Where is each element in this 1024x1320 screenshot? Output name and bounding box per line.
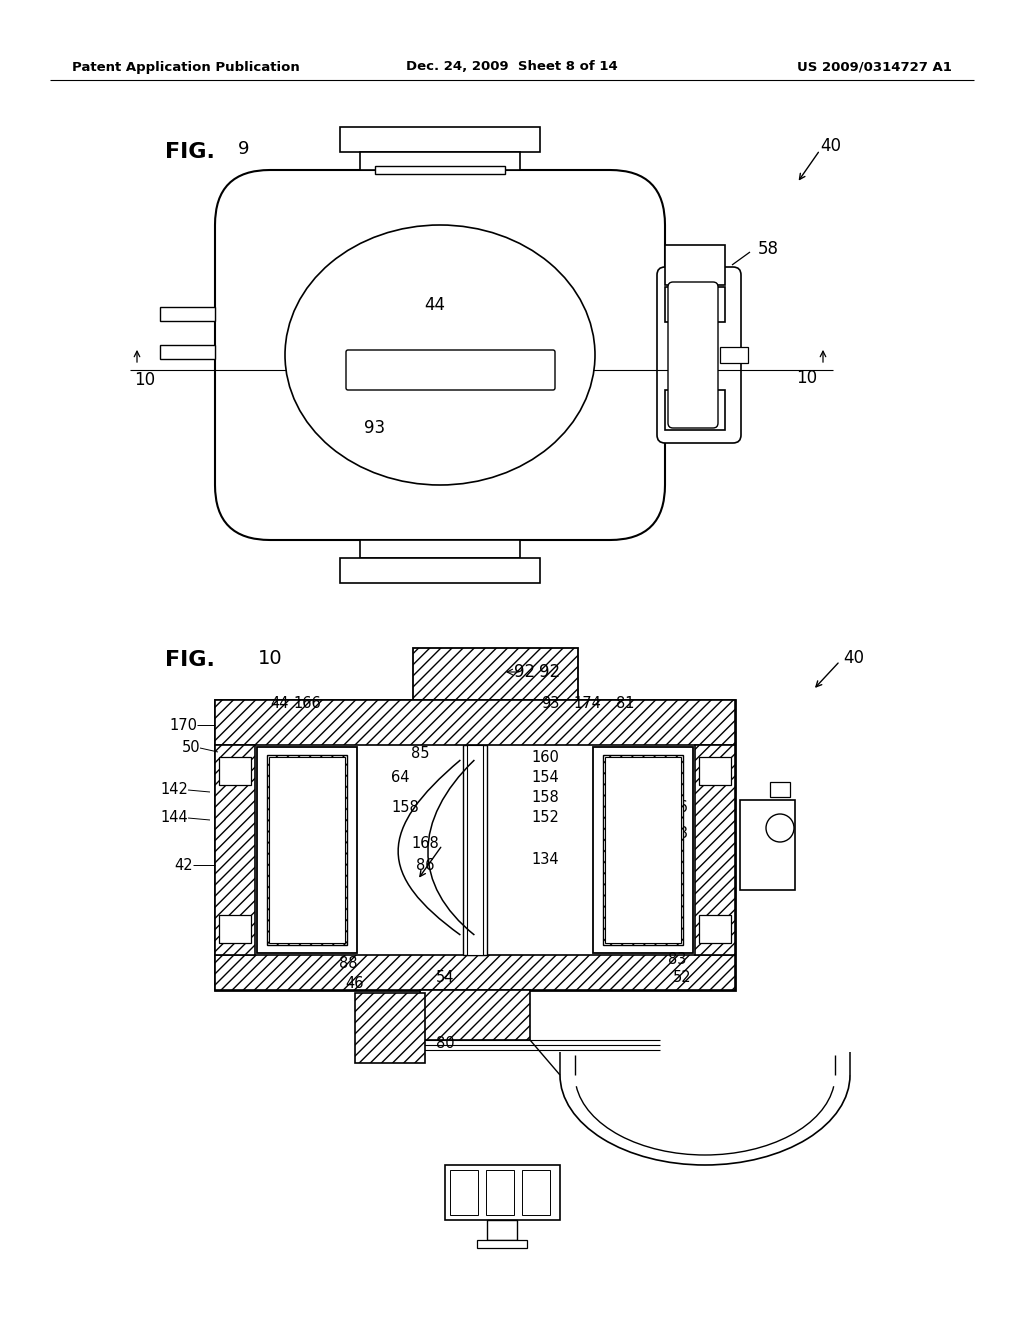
Bar bbox=[340, 127, 540, 152]
Text: 44: 44 bbox=[270, 696, 289, 710]
Text: 85: 85 bbox=[411, 746, 429, 760]
Bar bbox=[215, 744, 255, 954]
Text: 40: 40 bbox=[820, 137, 841, 154]
Bar bbox=[160, 345, 215, 359]
Bar bbox=[665, 246, 725, 285]
Text: 92: 92 bbox=[469, 354, 490, 372]
Ellipse shape bbox=[285, 224, 595, 484]
Text: 144: 144 bbox=[160, 810, 188, 825]
Text: US 2009/0314727 A1: US 2009/0314727 A1 bbox=[797, 61, 952, 74]
Text: 54: 54 bbox=[436, 970, 455, 986]
Text: 86: 86 bbox=[416, 858, 434, 874]
Text: 160: 160 bbox=[531, 751, 559, 766]
Bar bbox=[463, 744, 487, 954]
Text: 83: 83 bbox=[668, 953, 686, 968]
Text: 128: 128 bbox=[660, 825, 688, 841]
Text: 158: 158 bbox=[391, 800, 419, 816]
FancyBboxPatch shape bbox=[668, 282, 718, 428]
Bar bbox=[413, 648, 578, 700]
Bar bbox=[450, 1170, 478, 1214]
Text: 10: 10 bbox=[797, 370, 817, 387]
Text: 10: 10 bbox=[134, 371, 156, 389]
Text: 92: 92 bbox=[540, 663, 560, 681]
Bar bbox=[375, 166, 505, 174]
Text: 44: 44 bbox=[425, 296, 445, 314]
Bar bbox=[215, 700, 735, 990]
Text: 93: 93 bbox=[541, 696, 559, 710]
Bar bbox=[699, 756, 731, 785]
Bar bbox=[215, 700, 735, 744]
Bar bbox=[486, 1170, 514, 1214]
Bar bbox=[467, 744, 483, 954]
Bar bbox=[267, 755, 347, 945]
Bar bbox=[720, 347, 748, 363]
Bar bbox=[665, 389, 725, 430]
Text: 40: 40 bbox=[843, 649, 864, 667]
Text: 93: 93 bbox=[365, 418, 386, 437]
Bar bbox=[215, 954, 735, 990]
Text: FIG.: FIG. bbox=[165, 649, 215, 671]
Text: 158: 158 bbox=[531, 789, 559, 804]
Text: 9: 9 bbox=[238, 140, 250, 158]
Bar bbox=[160, 308, 215, 321]
Text: 146: 146 bbox=[660, 800, 688, 816]
Text: 42: 42 bbox=[174, 858, 193, 873]
Bar bbox=[699, 915, 731, 942]
Bar bbox=[355, 993, 425, 1063]
FancyBboxPatch shape bbox=[346, 350, 555, 389]
Text: 52: 52 bbox=[673, 970, 691, 986]
Text: 10: 10 bbox=[258, 648, 283, 668]
Text: 154: 154 bbox=[531, 771, 559, 785]
Bar bbox=[269, 756, 345, 942]
Bar bbox=[665, 286, 725, 322]
FancyBboxPatch shape bbox=[215, 170, 665, 540]
FancyBboxPatch shape bbox=[657, 267, 741, 444]
Bar bbox=[348, 352, 553, 388]
Bar bbox=[360, 152, 520, 170]
Text: 142: 142 bbox=[160, 783, 188, 797]
Text: Dec. 24, 2009  Sheet 8 of 14: Dec. 24, 2009 Sheet 8 of 14 bbox=[407, 61, 617, 74]
Text: Patent Application Publication: Patent Application Publication bbox=[72, 61, 300, 74]
Bar bbox=[445, 1166, 560, 1220]
Text: 46: 46 bbox=[345, 975, 364, 990]
Text: 88: 88 bbox=[339, 956, 357, 970]
Text: 92: 92 bbox=[514, 663, 536, 681]
Bar bbox=[487, 1220, 517, 1239]
Text: 152: 152 bbox=[531, 809, 559, 825]
Bar bbox=[593, 747, 693, 953]
Text: 134: 134 bbox=[531, 853, 559, 867]
Text: FIG.: FIG. bbox=[165, 143, 215, 162]
Bar bbox=[740, 800, 795, 890]
Text: 58: 58 bbox=[758, 240, 779, 257]
Bar bbox=[770, 781, 790, 797]
Bar bbox=[603, 755, 683, 945]
Text: 81: 81 bbox=[615, 696, 634, 710]
Bar bbox=[219, 756, 251, 785]
Bar bbox=[360, 540, 520, 558]
Text: 166: 166 bbox=[293, 696, 321, 710]
Bar bbox=[695, 744, 735, 954]
Text: 174: 174 bbox=[573, 696, 601, 710]
Text: 80: 80 bbox=[435, 1035, 455, 1051]
Bar bbox=[257, 747, 357, 953]
Text: 64: 64 bbox=[391, 771, 410, 785]
Bar bbox=[420, 990, 530, 1040]
Bar bbox=[340, 558, 540, 583]
Bar bbox=[522, 1170, 550, 1214]
Text: 170: 170 bbox=[169, 718, 197, 733]
Text: 168: 168 bbox=[411, 836, 439, 850]
Bar bbox=[477, 1239, 527, 1247]
Text: 50: 50 bbox=[181, 741, 200, 755]
Bar bbox=[605, 756, 681, 942]
Bar bbox=[219, 915, 251, 942]
